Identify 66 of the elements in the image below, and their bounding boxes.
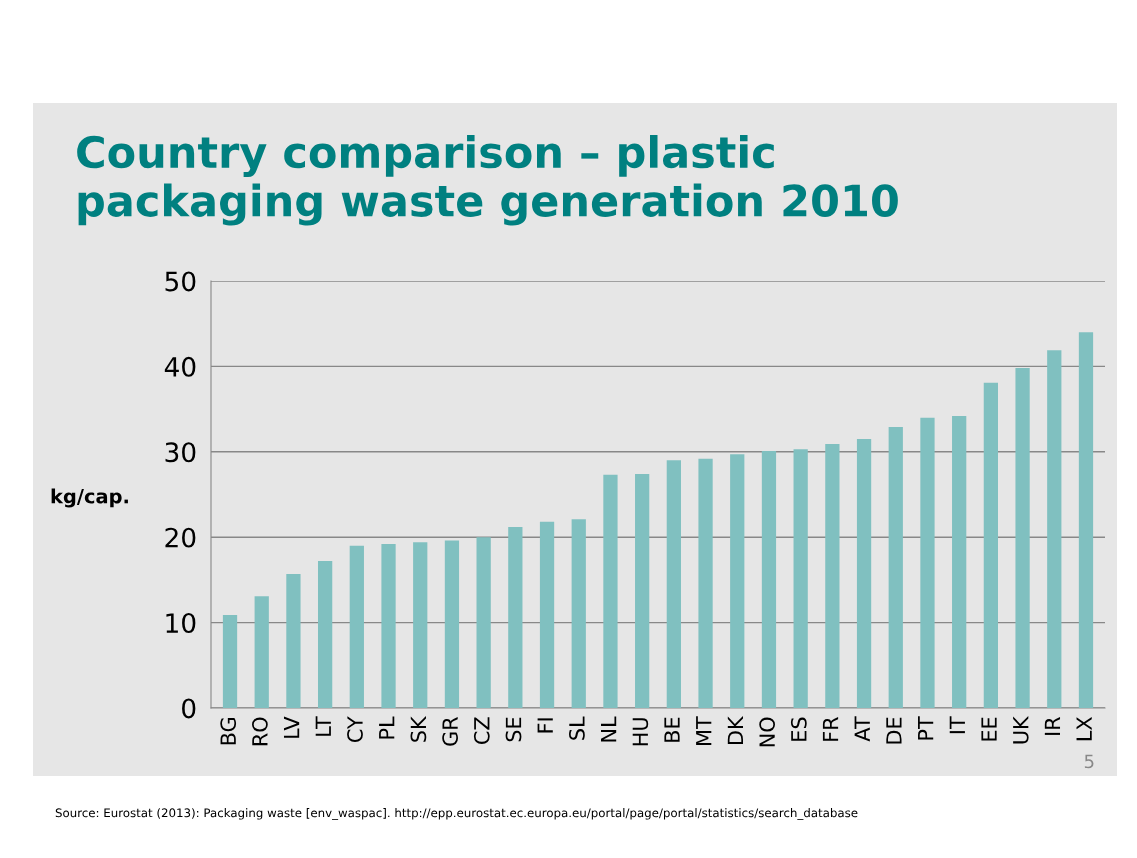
y-tick-label: 50 [165,271,196,292]
bar [317,561,333,708]
x-tick-label: GR [442,716,458,746]
y-tick-label: 0 [182,698,196,719]
bar [888,427,903,708]
bar [920,417,935,708]
bar [952,415,967,708]
x-tick-label: BG [220,718,237,745]
x-tick-label: SE [505,717,522,742]
x-tick-label: SL [569,716,585,740]
bar [698,458,713,708]
bar [983,382,999,708]
bar [1015,368,1030,708]
x-tick-label: FI [537,718,553,733]
bar [666,460,681,708]
bar [730,454,745,708]
bar [444,540,460,708]
bar [571,519,586,708]
x-tick-label: CY [347,716,363,743]
x-tick-label: FR [822,716,839,741]
x-tick-label: PL [379,716,395,739]
bar [539,521,555,708]
x-tick-label: AT [854,716,870,742]
bar [825,444,840,708]
bar [286,573,301,708]
x-tick-label: CZ [473,717,490,744]
bar [222,614,238,708]
source-note: Source: Eurostat (2013): Packaging waste [env_waspac]. http://epp.eurostat.ec.europa.eu/portal/page/portal/statistics/search_database [55,808,858,820]
y-axis-title: kg/cap. [51,488,128,508]
bar [603,474,618,708]
bar [476,537,491,708]
y-tick-label: 10 [166,613,196,633]
x-tick-label: EE [981,717,997,741]
x-tick-label: NO [759,717,775,747]
bar [856,438,872,708]
x-tick-label: PT [918,716,934,740]
x-tick-label: IR [1044,716,1061,735]
x-tick-label: HU [632,718,649,746]
bar [349,545,364,708]
chart-title: Country comparison – plastic packaging waste generation 2010 [77,135,898,226]
y-tick-label: 30 [165,442,196,463]
y-tick-label: 40 [164,356,196,377]
text: 5 [1084,754,1094,769]
x-tick-label: DK [727,715,743,744]
bar [413,542,428,708]
bar [508,526,523,708]
bar [793,449,808,708]
x-tick-label: IT [949,716,965,734]
x-tick-label: LT [315,716,331,736]
x-tick-label: ES [790,717,807,741]
x-tick-label: DE [886,717,902,744]
bar [254,596,269,708]
bar [1078,332,1094,708]
bar [761,450,777,708]
x-tick-label: LX [1076,716,1092,741]
x-tick-label: NL [601,716,617,742]
x-tick-label: MT [696,716,712,745]
bar [381,544,396,708]
x-tick-label: LV [283,716,300,738]
bar [1047,350,1062,708]
x-tick-label: SK [410,715,427,742]
x-tick-label: BE [664,717,680,742]
y-tick-label: 20 [165,527,196,548]
bar [635,474,650,708]
x-tick-label: UK [1013,715,1029,744]
x-tick-label: RO [252,717,268,746]
